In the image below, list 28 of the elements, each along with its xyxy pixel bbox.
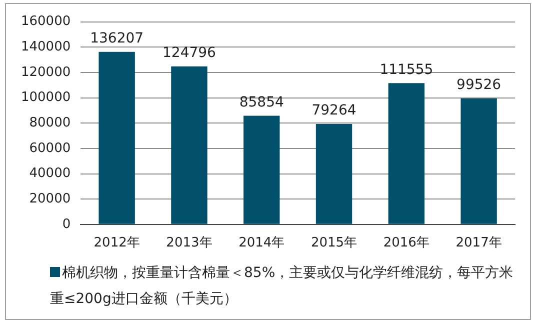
x-tick-label: 2012年 [94,236,140,251]
bar [98,52,135,224]
y-tick-label: 60000 [29,140,71,156]
y-tick-label: 120000 [20,64,71,80]
x-tick-label: 2013年 [166,236,212,251]
data-label: 111555 [380,62,434,78]
y-tick-label: 0 [62,216,71,232]
bar [316,124,352,224]
y-tick-label: 100000 [20,90,71,106]
y-tick-label: 160000 [20,14,71,30]
y-tick-label: 140000 [20,40,71,54]
bar [460,98,497,224]
data-label: 124796 [162,45,216,62]
data-label: 99526 [456,77,502,94]
bar [244,116,280,224]
y-tick-label: 80000 [29,115,71,130]
x-tick-label: 2015年 [310,236,358,251]
bar [388,83,425,224]
y-tick-label: 20000 [29,191,71,206]
legend-label: 棉机织物，按重量计含棉量＜85%，主要或仅与化学纤维混纺，每平方米重≤200g进口金额（千美元） [50,265,514,307]
data-label: 136207 [90,30,144,47]
data-label: 79264 [312,102,356,119]
x-tick-label: 2017年 [456,236,502,251]
data-label: 85854 [239,94,284,110]
y-tick-label: 40000 [29,166,71,182]
x-tick-label: 2016年 [383,236,430,251]
x-tick-label: 2014年 [238,236,285,251]
bar [171,66,208,224]
